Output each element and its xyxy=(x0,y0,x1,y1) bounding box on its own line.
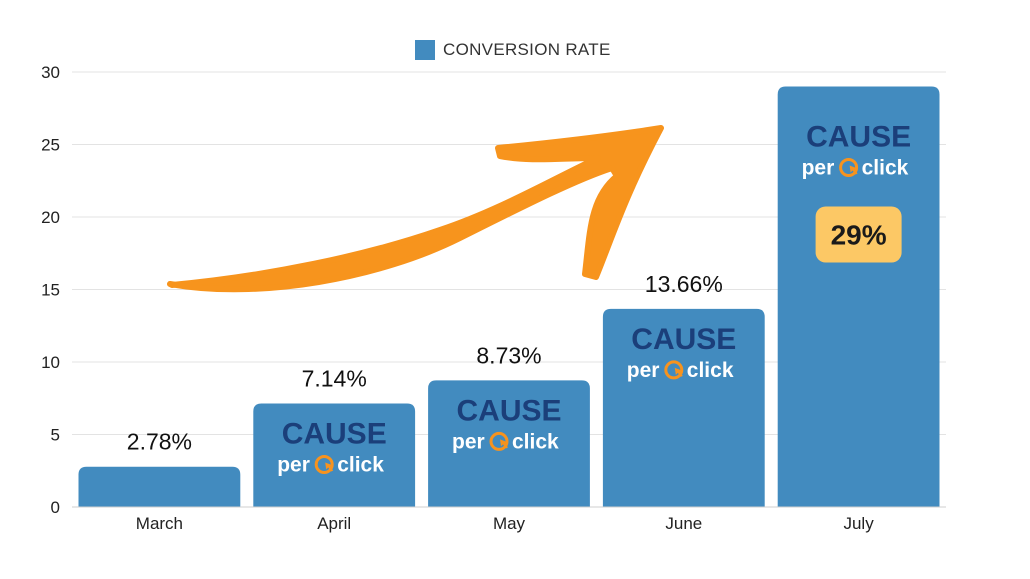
cursor-pointer-icon xyxy=(849,165,858,175)
cause-per-click-logo: CAUSE per click xyxy=(802,121,912,180)
bar-july xyxy=(777,86,940,507)
logo-line1: CAUSE xyxy=(282,417,387,450)
logo-line2-per: per xyxy=(277,453,310,476)
y-tick-label: 10 xyxy=(41,353,60,372)
data-label: 13.66% xyxy=(645,271,723,297)
legend-swatch xyxy=(415,40,435,60)
cause-per-click-logo: CAUSE per click xyxy=(277,417,387,476)
data-label: 8.73% xyxy=(476,342,541,368)
trend-arrow-icon xyxy=(167,125,664,293)
legend: CONVERSION RATE xyxy=(415,40,611,60)
cursor-pointer-icon xyxy=(674,367,683,377)
logo-line1: CAUSE xyxy=(456,394,561,427)
x-tick-label: March xyxy=(136,514,183,533)
bar-april xyxy=(253,403,416,507)
data-label: 7.14% xyxy=(302,365,367,391)
cursor-pointer-icon xyxy=(500,439,508,449)
y-tick-label: 15 xyxy=(41,281,60,300)
x-tick-label: July xyxy=(843,514,874,533)
y-tick-label: 20 xyxy=(41,208,60,227)
logo-line2-per: per xyxy=(627,359,660,382)
data-label: 2.78% xyxy=(127,429,192,455)
x-tick-label: April xyxy=(317,514,351,533)
cursor-pointer-icon xyxy=(325,462,334,472)
cursor-target-icon xyxy=(314,454,334,474)
data-labels: 2.78% 7.14% 8.73% 13.66% 29% xyxy=(127,206,902,455)
cause-per-click-logo: CAUSE per click xyxy=(452,394,562,453)
y-tick-label: 5 xyxy=(51,426,60,445)
logo-line2-click: click xyxy=(862,157,909,180)
highlight-badge xyxy=(815,206,902,263)
logo-line2-click: click xyxy=(512,430,559,453)
logo-line2-per: per xyxy=(802,157,835,180)
data-label: 29% xyxy=(831,220,887,251)
y-tick-label: 0 xyxy=(51,498,60,517)
y-axis-ticks: 0 5 10 15 20 25 30 xyxy=(41,63,60,517)
cause-per-click-logo: CAUSE per click xyxy=(627,323,737,382)
logo-line1: CAUSE xyxy=(806,121,911,154)
x-axis-labels: March April May June July xyxy=(136,514,874,533)
logo-line1: CAUSE xyxy=(631,323,736,356)
x-tick-label: May xyxy=(493,514,526,533)
logo-line2-click: click xyxy=(337,453,384,476)
bar-may xyxy=(428,380,590,507)
x-tick-label: June xyxy=(665,514,702,533)
cursor-target-icon xyxy=(664,360,684,380)
legend-label: CONVERSION RATE xyxy=(443,40,611,59)
cursor-target-icon xyxy=(489,431,509,451)
y-tick-label: 30 xyxy=(41,63,60,82)
cursor-target-icon xyxy=(839,158,859,177)
bar-june xyxy=(602,308,765,507)
logo-line2-click: click xyxy=(687,359,734,382)
bar-march xyxy=(78,466,241,507)
y-tick-label: 25 xyxy=(41,136,60,155)
logo-line2-per: per xyxy=(452,430,485,453)
